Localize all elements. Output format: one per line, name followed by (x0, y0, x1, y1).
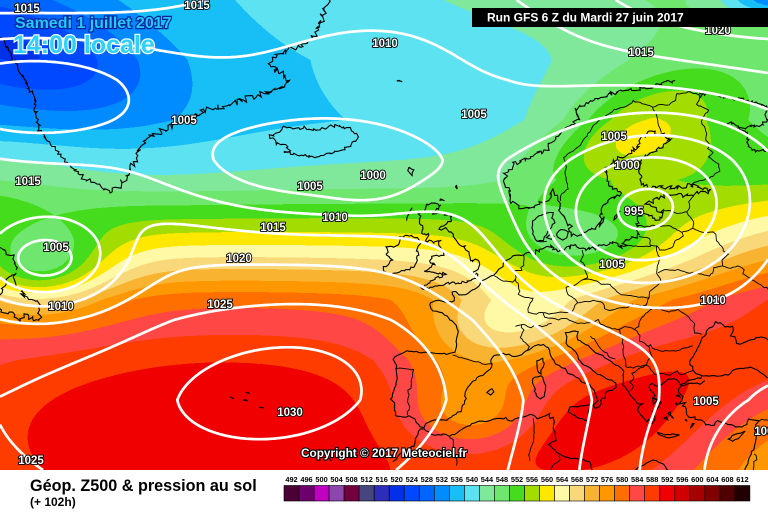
svg-text:596: 596 (676, 475, 688, 484)
svg-text:1010: 1010 (322, 212, 348, 224)
svg-text:612: 612 (736, 475, 748, 484)
svg-text:1000: 1000 (754, 426, 768, 438)
svg-text:1005: 1005 (43, 242, 69, 254)
svg-text:536: 536 (451, 475, 463, 484)
svg-text:548: 548 (496, 475, 508, 484)
svg-text:1030: 1030 (277, 407, 303, 419)
svg-text:1005: 1005 (693, 396, 719, 408)
svg-text:540: 540 (466, 475, 478, 484)
svg-text:520: 520 (391, 475, 403, 484)
svg-text:1020: 1020 (226, 253, 252, 265)
svg-text:560: 560 (541, 475, 553, 484)
svg-text:1000: 1000 (614, 160, 640, 172)
svg-text:544: 544 (481, 475, 494, 484)
svg-text:Géop. Z500 & pression au sol: Géop. Z500 & pression au sol (30, 477, 257, 495)
svg-text:500: 500 (315, 475, 327, 484)
svg-text:592: 592 (661, 475, 673, 484)
svg-text:Run GFS 6 Z du Mardi 27 juin 2: Run GFS 6 Z du Mardi 27 juin 2017 (487, 11, 684, 25)
svg-text:1015: 1015 (15, 176, 41, 188)
svg-text:995: 995 (624, 206, 644, 218)
svg-text:1025: 1025 (18, 455, 44, 467)
svg-text:1005: 1005 (601, 131, 627, 143)
svg-text:(+ 102h): (+ 102h) (30, 495, 76, 509)
svg-text:528: 528 (421, 475, 433, 484)
svg-text:568: 568 (571, 475, 583, 484)
svg-text:1010: 1010 (372, 38, 398, 50)
svg-text:Samedi 1 juillet 2017: Samedi 1 juillet 2017 (15, 15, 172, 32)
svg-text:1010: 1010 (48, 301, 74, 313)
svg-text:1005: 1005 (599, 259, 625, 271)
svg-text:564: 564 (556, 475, 569, 484)
svg-text:516: 516 (376, 475, 388, 484)
svg-text:588: 588 (646, 475, 658, 484)
svg-text:532: 532 (436, 475, 448, 484)
svg-text:608: 608 (721, 475, 733, 484)
svg-text:572: 572 (586, 475, 598, 484)
svg-text:1005: 1005 (171, 115, 197, 127)
svg-text:1015: 1015 (184, 0, 210, 12)
svg-text:524: 524 (406, 475, 419, 484)
svg-text:1005: 1005 (461, 109, 487, 121)
svg-text:1015: 1015 (14, 3, 40, 15)
svg-text:1005: 1005 (297, 181, 323, 193)
svg-text:Copyright © 2017 Meteociel.fr: Copyright © 2017 Meteociel.fr (301, 446, 467, 460)
svg-text:512: 512 (361, 475, 373, 484)
svg-text:576: 576 (601, 475, 613, 484)
svg-text:14:00 locale: 14:00 locale (13, 31, 155, 59)
svg-text:580: 580 (616, 475, 628, 484)
svg-text:600: 600 (691, 475, 703, 484)
svg-text:508: 508 (345, 475, 357, 484)
svg-text:1015: 1015 (260, 222, 286, 234)
svg-text:492: 492 (285, 475, 297, 484)
svg-text:584: 584 (631, 475, 644, 484)
svg-text:1000: 1000 (360, 170, 386, 182)
svg-text:604: 604 (706, 475, 719, 484)
svg-text:556: 556 (526, 475, 538, 484)
svg-text:1025: 1025 (207, 299, 233, 311)
svg-text:1015: 1015 (628, 47, 654, 59)
svg-text:496: 496 (300, 475, 312, 484)
svg-text:1020: 1020 (705, 25, 731, 37)
svg-text:552: 552 (511, 475, 523, 484)
svg-text:1010: 1010 (700, 295, 726, 307)
svg-text:504: 504 (330, 475, 343, 484)
